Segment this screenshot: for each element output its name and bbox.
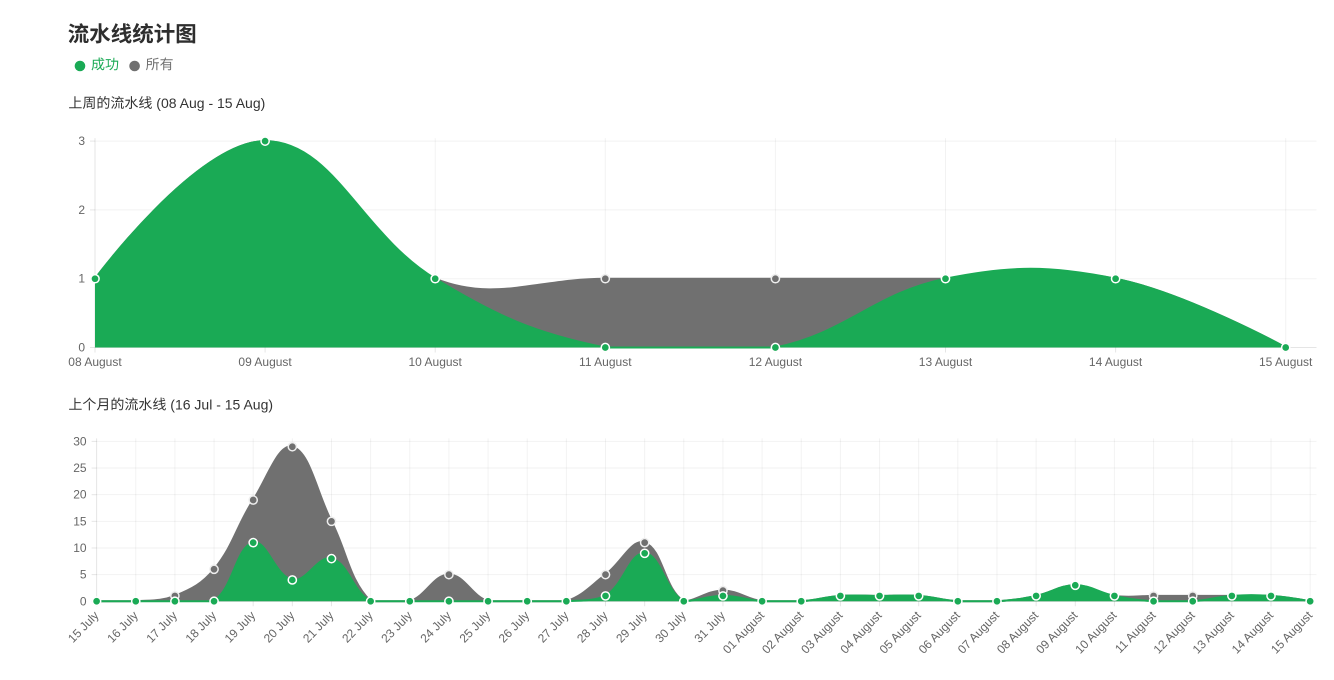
svg-text:17 July: 17 July [143, 608, 179, 645]
svg-text:10 August: 10 August [409, 355, 463, 369]
svg-text:29 July: 29 July [613, 608, 649, 645]
svg-text:15 August: 15 August [1268, 608, 1316, 657]
svg-text:19 July: 19 July [222, 608, 258, 645]
svg-text:31 July: 31 July [691, 608, 727, 645]
svg-text:10: 10 [73, 541, 87, 555]
svg-text:21 July: 21 July [300, 608, 336, 645]
svg-text:20: 20 [73, 488, 87, 502]
svg-text:25: 25 [73, 461, 87, 475]
svg-text:1: 1 [78, 272, 85, 286]
svg-text:12 August: 12 August [749, 355, 803, 369]
svg-text:15: 15 [73, 514, 87, 528]
svg-text:30 July: 30 July [652, 608, 688, 645]
svg-text:0: 0 [78, 341, 85, 355]
svg-text:09 August: 09 August [238, 355, 292, 369]
svg-text:0: 0 [80, 594, 87, 608]
svg-text:14 August: 14 August [1089, 355, 1143, 369]
svg-text:20 July: 20 July [261, 608, 297, 645]
svg-text:2: 2 [78, 203, 85, 217]
svg-text:(16 Jul - 15 Aug): (16 Jul - 15 Aug) [170, 396, 273, 412]
svg-text:13 August: 13 August [919, 355, 973, 369]
svg-text:24 July: 24 July [417, 608, 453, 645]
svg-text:10 August: 10 August [1072, 608, 1120, 657]
svg-text:27 July: 27 July [535, 608, 571, 645]
svg-text:18 July: 18 July [183, 608, 219, 645]
svg-text:23 July: 23 July [378, 608, 414, 645]
svg-text:11 August: 11 August [579, 355, 632, 369]
svg-text:3: 3 [78, 134, 85, 148]
svg-text:15 July: 15 July [65, 608, 101, 645]
svg-text:15 August: 15 August [1259, 355, 1313, 369]
svg-text:16 July: 16 July [104, 608, 140, 645]
svg-text:5: 5 [80, 568, 87, 582]
svg-text:30: 30 [73, 434, 87, 448]
svg-text:(08 Aug - 15 Aug): (08 Aug - 15 Aug) [156, 95, 265, 111]
svg-text:28 July: 28 July [574, 608, 610, 645]
svg-text:25 July: 25 July [457, 608, 493, 645]
svg-text:08 August: 08 August [68, 355, 122, 369]
svg-text:22 July: 22 July [339, 608, 375, 645]
svg-text:26 July: 26 July [496, 608, 532, 645]
